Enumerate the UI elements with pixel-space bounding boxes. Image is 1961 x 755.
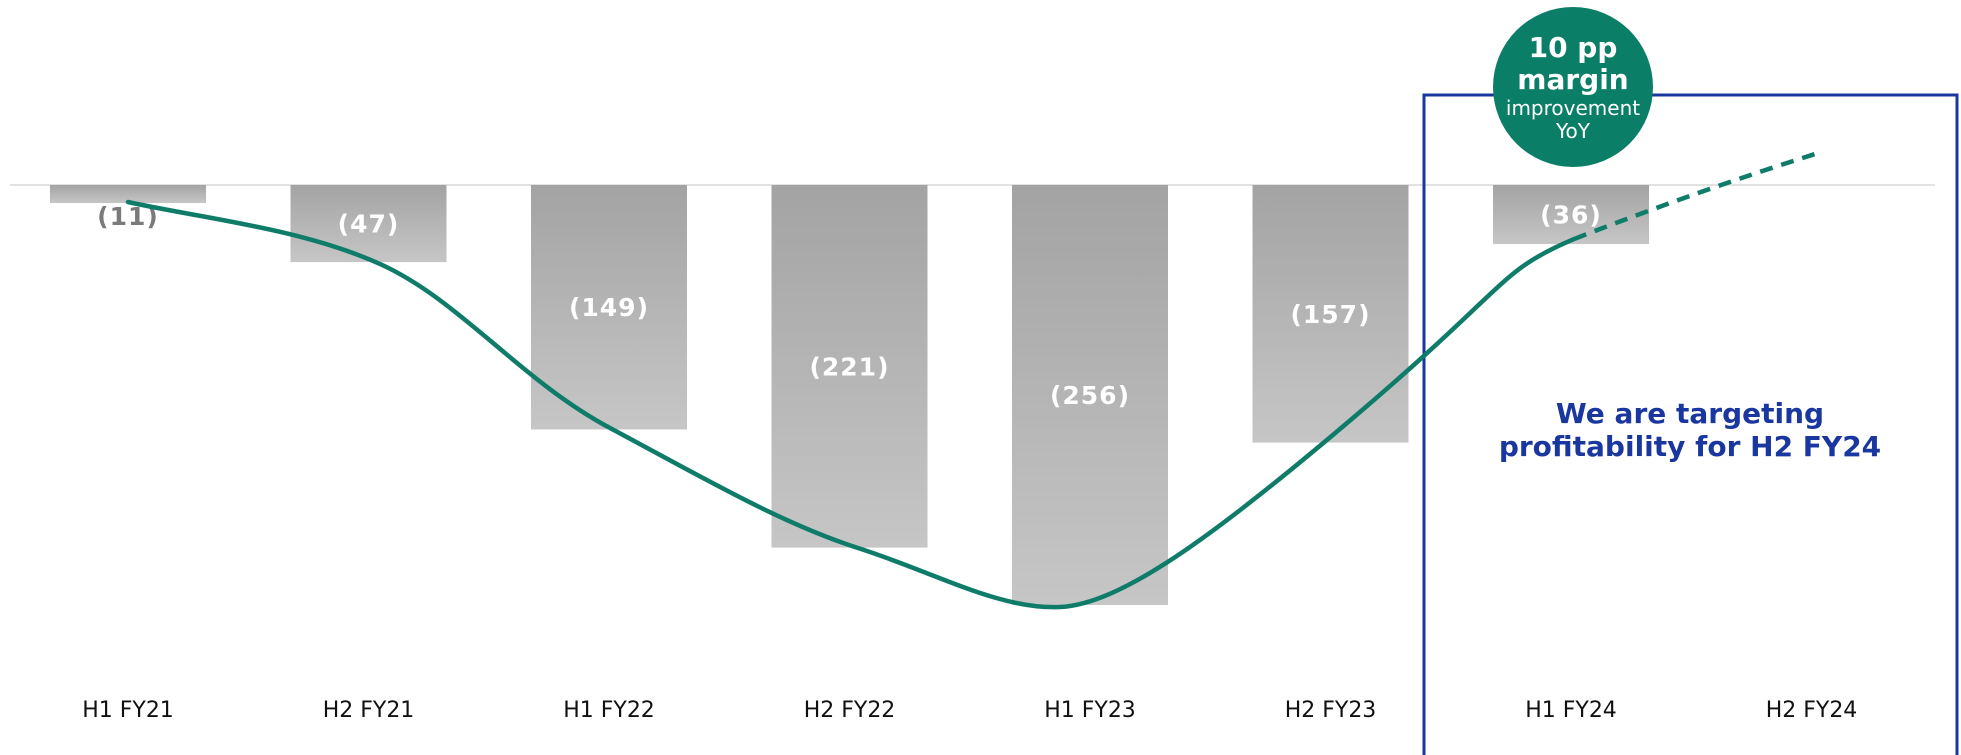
x-tick-label: H1 FY21 (82, 698, 174, 723)
target-text-line-2: profitability for H2 FY24 (1499, 430, 1881, 463)
data-label: (157) (1290, 300, 1370, 329)
data-label: (149) (569, 293, 649, 322)
bar-h1-fy24 (1493, 185, 1649, 245)
badge-circle (1493, 7, 1653, 167)
x-tick-label: H2 FY22 (804, 698, 896, 723)
data-label: (256) (1050, 381, 1130, 410)
target-box (1422, 93, 1959, 755)
margin-badge: 10 pp margin improvement YoY (1493, 7, 1653, 167)
x-tick-label: H1 FY22 (563, 698, 655, 723)
bar-h1-fy22 (531, 185, 687, 430)
x-tick-label: H2 FY21 (323, 698, 415, 723)
x-tick-label: H2 FY23 (1285, 698, 1377, 723)
data-label: (36) (1540, 201, 1602, 230)
bar-h2-fy22 (771, 185, 928, 548)
x-tick-label: H2 FY24 (1766, 698, 1858, 723)
trend-line-projected (1573, 149, 1823, 242)
trend-line-solid (125, 199, 1577, 610)
bar-h2-fy21 (290, 185, 447, 263)
data-label: (221) (809, 352, 889, 381)
x-tick-label: H1 FY24 (1525, 698, 1617, 723)
badge-text-value: 10 pp (1529, 31, 1618, 64)
data-label: (47) (338, 210, 400, 239)
bar-h1-fy21 (50, 185, 206, 204)
badge-text-yoy: YoY (1555, 119, 1591, 143)
bar-h1-fy23 (1012, 185, 1168, 605)
bar-h2-fy23 (1252, 185, 1409, 443)
badge-text-improvement: improvement (1506, 96, 1640, 120)
x-tick-label: H1 FY23 (1044, 698, 1136, 723)
badge-text-margin: margin (1517, 63, 1628, 96)
target-text-line-1: We are targeting (1556, 397, 1824, 430)
